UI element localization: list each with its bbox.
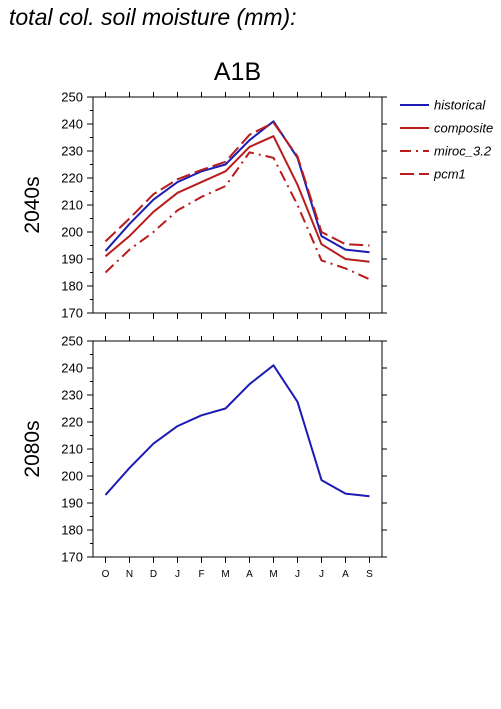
page-title: total col. soil moisture (mm): [9, 4, 297, 30]
y-tick-label: 180 [61, 279, 83, 294]
y-axis-label: 2080s [21, 420, 44, 477]
y-tick-label: 250 [61, 90, 83, 105]
y-tick-label: 230 [61, 144, 83, 159]
legend-label: miroc_3.2 [434, 144, 492, 159]
legend-label: composite [434, 121, 493, 136]
x-tick-label: M [221, 569, 229, 580]
x-tick-label: S [366, 569, 373, 580]
y-tick-label: 170 [61, 306, 83, 321]
legend-label: pcm1 [433, 167, 466, 182]
series-line-composite [104, 135, 370, 263]
series-line-historical [104, 120, 370, 254]
y-tick-label: 250 [61, 334, 83, 349]
x-tick-label: J [295, 569, 300, 580]
x-tick-label: O [102, 569, 110, 580]
legend-label: historical [434, 98, 486, 113]
x-tick-label: J [175, 569, 180, 580]
x-tick-label: J [319, 569, 324, 580]
y-axis-label: 2040s [21, 176, 44, 233]
y-tick-label: 170 [61, 550, 83, 565]
y-tick-label: 200 [61, 225, 83, 240]
y-tick-label: 190 [61, 252, 83, 267]
y-tick-label: 240 [61, 117, 83, 132]
y-tick-label: 210 [61, 442, 83, 457]
y-tick-label: 210 [61, 198, 83, 213]
series-line-historical [104, 364, 370, 498]
y-tick-label: 240 [61, 361, 83, 376]
y-tick-label: 180 [61, 523, 83, 538]
chart-title: A1B [214, 58, 261, 86]
series-line-pcm1 [104, 121, 370, 247]
y-tick-label: 200 [61, 469, 83, 484]
plot-frame [92, 96, 383, 314]
y-tick-label: 220 [61, 171, 83, 186]
x-tick-label: M [269, 569, 277, 580]
y-tick-label: 230 [61, 388, 83, 403]
series-line-miroc-3-2 [104, 151, 370, 281]
x-tick-label: A [342, 569, 349, 580]
x-tick-label: D [150, 569, 157, 580]
x-tick-label: A [246, 569, 253, 580]
y-tick-label: 220 [61, 415, 83, 430]
x-tick-label: N [126, 569, 133, 580]
plot-frame [92, 340, 383, 558]
y-tick-label: 190 [61, 496, 83, 511]
x-tick-label: F [198, 569, 204, 580]
